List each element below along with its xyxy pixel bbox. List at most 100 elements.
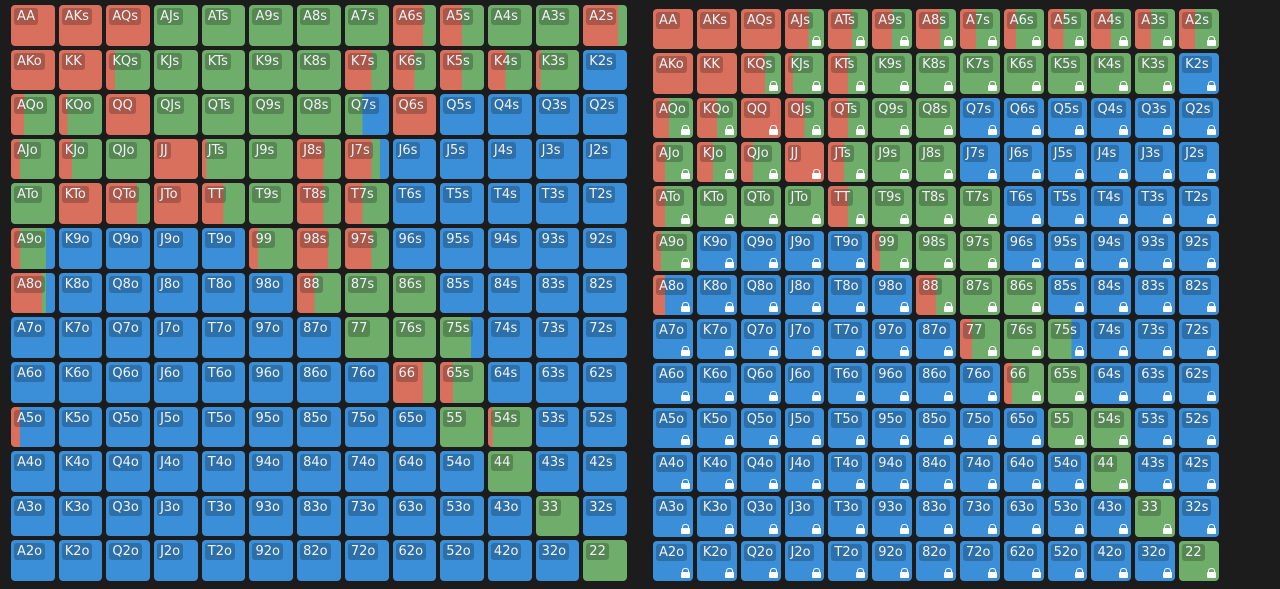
hand-cell-kk[interactable]: KK	[696, 53, 737, 94]
hand-cell-62s[interactable]: 62s	[583, 361, 627, 403]
hand-cell-j9s[interactable]: J9s	[249, 138, 294, 180]
hand-cell-kts[interactable]: KTs	[828, 53, 869, 94]
hand-cell-42s[interactable]: 42s	[583, 451, 627, 492]
hand-cell-k2o[interactable]: K2o	[696, 540, 737, 581]
hand-cell-a5o[interactable]: A5o	[653, 407, 693, 449]
hand-cell-t3o[interactable]: T3o	[828, 496, 869, 537]
hand-cell-83o[interactable]: 83o	[297, 495, 341, 537]
hand-cell-t2o[interactable]: T2o	[201, 540, 246, 581]
hand-cell-a2o[interactable]: A2o	[11, 540, 55, 581]
hand-cell-ajo[interactable]: AJo	[11, 138, 55, 180]
hand-cell-62o[interactable]: 62o	[1003, 540, 1044, 581]
hand-cell-q3s[interactable]: Q3s	[535, 94, 580, 135]
hand-cell-ajs[interactable]: AJs	[784, 9, 825, 50]
hand-cell-92s[interactable]: 92s	[1179, 230, 1219, 271]
hand-cell-j4s[interactable]: J4s	[1091, 141, 1132, 183]
hand-cell-aa[interactable]: AA	[653, 9, 693, 50]
hand-cell-t2s[interactable]: T2s	[1179, 186, 1219, 227]
hand-cell-85o[interactable]: 85o	[916, 407, 956, 449]
hand-cell-k6s[interactable]: K6s	[1003, 53, 1044, 94]
hand-cell-a6o[interactable]: A6o	[11, 361, 55, 403]
hand-cell-a4s[interactable]: A4s	[1091, 9, 1132, 50]
hand-cell-q5s[interactable]: Q5s	[1047, 97, 1088, 138]
hand-cell-ako[interactable]: AKo	[11, 49, 55, 91]
hand-cell-qto[interactable]: QTo	[106, 183, 151, 225]
hand-cell-k3s[interactable]: K3s	[1135, 53, 1176, 94]
hand-cell-t5s[interactable]: T5s	[440, 183, 484, 225]
hand-cell-a6s[interactable]: A6s	[1003, 9, 1044, 50]
hand-cell-a9s[interactable]: A9s	[249, 5, 294, 46]
hand-cell-t9o[interactable]: T9o	[201, 228, 246, 269]
hand-cell-j7s[interactable]: J7s	[959, 141, 1000, 183]
hand-cell-k5o[interactable]: K5o	[58, 406, 103, 448]
hand-cell-t4s[interactable]: T4s	[487, 183, 532, 225]
hand-cell-jts[interactable]: JTs	[201, 138, 246, 180]
hand-cell-j2o[interactable]: J2o	[154, 540, 198, 581]
hand-cell-aa[interactable]: AA	[11, 5, 55, 46]
hand-cell-q6s[interactable]: Q6s	[392, 94, 437, 135]
hand-cell-86s[interactable]: 86s	[1003, 274, 1044, 316]
hand-cell-82s[interactable]: 82s	[583, 272, 627, 314]
hand-cell-q5s[interactable]: Q5s	[440, 94, 484, 135]
hand-cell-k8s[interactable]: K8s	[297, 49, 341, 91]
hand-cell-t2o[interactable]: T2o	[828, 540, 869, 581]
hand-cell-93o[interactable]: 93o	[249, 495, 294, 537]
hand-cell-95o[interactable]: 95o	[249, 406, 294, 448]
hand-cell-98s[interactable]: 98s	[916, 230, 956, 271]
hand-cell-j9s[interactable]: J9s	[872, 141, 913, 183]
hand-cell-32o[interactable]: 32o	[535, 540, 580, 581]
hand-cell-k4s[interactable]: K4s	[487, 49, 532, 91]
hand-cell-42o[interactable]: 42o	[1091, 540, 1132, 581]
hand-cell-95s[interactable]: 95s	[1047, 230, 1088, 271]
hand-cell-j6o[interactable]: J6o	[154, 361, 198, 403]
hand-cell-72s[interactable]: 72s	[1179, 319, 1219, 360]
hand-cell-92o[interactable]: 92o	[249, 540, 294, 581]
hand-cell-qq[interactable]: QQ	[106, 94, 151, 135]
hand-cell-j2s[interactable]: J2s	[1179, 141, 1219, 183]
hand-cell-a4o[interactable]: A4o	[653, 452, 693, 493]
hand-cell-72s[interactable]: 72s	[583, 317, 627, 358]
hand-cell-k2o[interactable]: K2o	[58, 540, 103, 581]
hand-cell-95s[interactable]: 95s	[440, 228, 484, 269]
hand-cell-73s[interactable]: 73s	[535, 317, 580, 358]
hand-cell-a8o[interactable]: A8o	[11, 272, 55, 314]
hand-cell-tt[interactable]: TT	[201, 183, 246, 225]
hand-cell-92o[interactable]: 92o	[872, 540, 913, 581]
hand-cell-98o[interactable]: 98o	[872, 274, 913, 316]
hand-cell-k4o[interactable]: K4o	[58, 451, 103, 492]
hand-cell-t3s[interactable]: T3s	[535, 183, 580, 225]
hand-cell-a6s[interactable]: A6s	[392, 5, 437, 46]
hand-cell-43o[interactable]: 43o	[487, 495, 532, 537]
hand-cell-a3o[interactable]: A3o	[653, 496, 693, 537]
hand-cell-52s[interactable]: 52s	[1179, 407, 1219, 449]
hand-cell-kjo[interactable]: KJo	[696, 141, 737, 183]
hand-cell-q8s[interactable]: Q8s	[916, 97, 956, 138]
hand-cell-k9s[interactable]: K9s	[872, 53, 913, 94]
hand-cell-j3o[interactable]: J3o	[784, 496, 825, 537]
hand-cell-q2o[interactable]: Q2o	[740, 540, 781, 581]
hand-cell-jto[interactable]: JTo	[154, 183, 198, 225]
hand-cell-54s[interactable]: 54s	[1091, 407, 1132, 449]
hand-cell-76s[interactable]: 76s	[392, 317, 437, 358]
hand-cell-aks[interactable]: AKs	[58, 5, 103, 46]
hand-cell-32o[interactable]: 32o	[1135, 540, 1176, 581]
hand-cell-ats[interactable]: ATs	[201, 5, 246, 46]
hand-cell-96o[interactable]: 96o	[872, 363, 913, 404]
hand-cell-75s[interactable]: 75s	[1047, 319, 1088, 360]
hand-cell-kqo[interactable]: KQo	[696, 97, 737, 138]
hand-cell-52o[interactable]: 52o	[1047, 540, 1088, 581]
hand-cell-k9o[interactable]: K9o	[58, 228, 103, 269]
hand-cell-93o[interactable]: 93o	[872, 496, 913, 537]
hand-cell-t6o[interactable]: T6o	[828, 363, 869, 404]
hand-cell-94s[interactable]: 94s	[487, 228, 532, 269]
hand-cell-75o[interactable]: 75o	[959, 407, 1000, 449]
hand-cell-kk[interactable]: KK	[58, 49, 103, 91]
hand-cell-a5o[interactable]: A5o	[11, 406, 55, 448]
hand-cell-j2s[interactable]: J2s	[583, 138, 627, 180]
hand-cell-jj[interactable]: JJ	[154, 138, 198, 180]
hand-cell-t4s[interactable]: T4s	[1091, 186, 1132, 227]
hand-cell-k5o[interactable]: K5o	[696, 407, 737, 449]
hand-cell-k7s[interactable]: K7s	[959, 53, 1000, 94]
hand-cell-qjs[interactable]: QJs	[154, 94, 198, 135]
hand-cell-32s[interactable]: 32s	[583, 495, 627, 537]
